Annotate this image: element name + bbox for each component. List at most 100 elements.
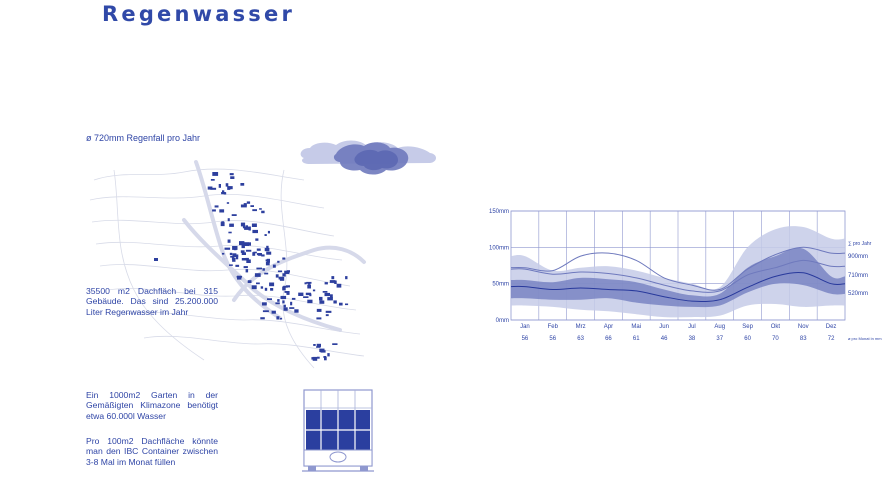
building: [336, 283, 342, 288]
building: [332, 343, 338, 345]
building: [325, 310, 332, 313]
building: [243, 266, 248, 269]
x-sub-label: 72: [828, 336, 835, 342]
building: [235, 264, 240, 267]
building: [290, 301, 293, 306]
building: [256, 267, 262, 270]
rainfall-chart: 0mm 50mm 100mm 150mm Jan Feb Mrz Apr Mai Jun Jul A…: [489, 209, 883, 342]
building: [247, 280, 252, 283]
building: [266, 258, 270, 263]
building: [246, 201, 251, 204]
building: [245, 269, 249, 273]
x-sub-label: 56: [522, 336, 529, 342]
building: [283, 304, 286, 308]
building: [261, 210, 265, 214]
building: [259, 208, 262, 210]
chart-right-labels: ∑ pro Jahr 900mm 710mm 520mm: [848, 241, 872, 297]
building: [306, 281, 312, 284]
building: [264, 234, 267, 236]
building: [267, 298, 272, 300]
building: [327, 353, 330, 357]
building: [284, 291, 288, 293]
building: [267, 230, 270, 234]
right-label: 520mm: [848, 291, 868, 297]
x-sub-label: 66: [605, 336, 612, 342]
series-line: [510, 272, 846, 302]
building: [264, 287, 268, 291]
building: [275, 302, 280, 305]
building: [252, 229, 258, 234]
x-sub-label: 37: [716, 336, 723, 342]
building: [248, 242, 251, 246]
building: [220, 222, 225, 227]
building: [230, 176, 235, 179]
building: [286, 291, 290, 295]
building: [276, 316, 280, 320]
x-tick-label: Aug: [714, 324, 725, 330]
building: [252, 209, 257, 212]
x-sub-label: 63: [577, 336, 584, 342]
building: [245, 249, 252, 252]
building: [329, 280, 336, 283]
building: [240, 183, 245, 186]
x-sub-label: 38: [689, 336, 696, 342]
building: [316, 346, 321, 348]
building: [282, 300, 285, 304]
building: [312, 356, 318, 361]
building: [260, 317, 265, 320]
building: [270, 288, 274, 291]
building: [232, 257, 236, 262]
building: [316, 343, 321, 347]
building: [283, 285, 288, 288]
building: [219, 209, 225, 213]
building: [330, 294, 333, 298]
x-tick-label: Apr: [604, 324, 613, 330]
building: [327, 297, 333, 301]
building: [269, 282, 275, 287]
building: [334, 280, 337, 284]
chart-lines: [510, 246, 846, 302]
building: [316, 308, 322, 312]
building: [256, 253, 262, 256]
building: [345, 276, 348, 280]
building: [260, 286, 264, 289]
building: [324, 292, 330, 297]
building: [224, 247, 231, 250]
building: [316, 317, 322, 320]
x-sub-label: 46: [661, 336, 668, 342]
building: [239, 241, 245, 246]
chart-sub-labels: 56 56 63 66 61 46 38 37 60 70 83 72 ø pro Monat in m…: [522, 336, 883, 342]
building: [298, 292, 304, 296]
y-tick-label: 0mm: [496, 318, 509, 324]
building: [210, 187, 217, 190]
building: [261, 254, 265, 257]
building: [255, 238, 259, 241]
building: [280, 317, 283, 320]
building: [324, 282, 328, 285]
building: [307, 284, 311, 289]
x-sub-label: 61: [633, 336, 640, 342]
building: [319, 296, 323, 301]
roof-area-text: 35500 m2 Dachfläch bei 315 Gebäude. Das …: [86, 286, 218, 317]
building: [280, 295, 287, 300]
right-label: 710mm: [848, 273, 868, 279]
ibc-container-icon: [302, 389, 374, 472]
building: [210, 179, 215, 181]
building: [291, 297, 296, 300]
building: [312, 289, 316, 292]
building: [226, 202, 230, 204]
x-tick-label: Nov: [798, 324, 809, 330]
building: [289, 307, 295, 309]
right-label: ∑ pro Jahr: [848, 241, 872, 247]
building: [305, 292, 311, 296]
building: [333, 300, 337, 304]
series-line: [510, 259, 846, 293]
x-tick-label: Feb: [548, 324, 559, 330]
building: [225, 183, 229, 187]
building: [252, 252, 256, 256]
building: [237, 275, 242, 280]
building: [345, 303, 349, 306]
chart-x-ticks: Jan Feb Mrz Apr Mai Jun Jul Aug Sep Okt Nov Dez: [520, 324, 836, 330]
building: [229, 223, 234, 227]
building: [244, 226, 250, 230]
